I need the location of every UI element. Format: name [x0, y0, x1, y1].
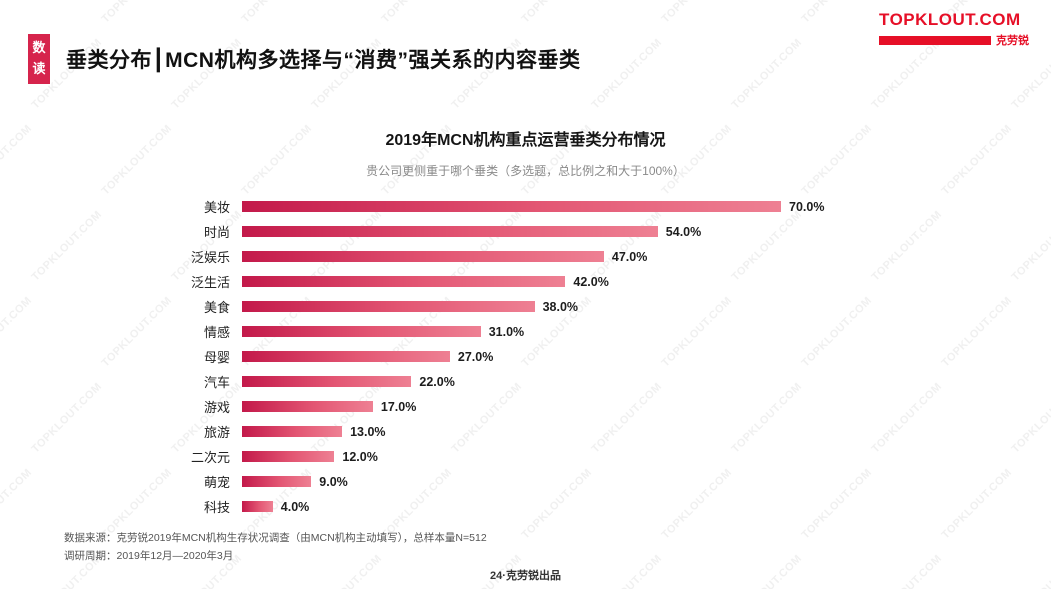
- value-label: 17.0%: [380, 399, 417, 414]
- bar: [242, 351, 450, 362]
- category-label: 游戏: [203, 400, 230, 415]
- bar-chart: 美妆 70.0% 时尚 54.0% 泛娱乐 47.0% 泛生活 42.0% 美食 38.0% 情感 3…: [70, 194, 824, 519]
- value-label: 54.0%: [665, 224, 702, 239]
- data-reading-badge: 数读: [28, 34, 50, 84]
- category-label: 旅游: [203, 425, 230, 440]
- page-title: 垂类分布┃MCN机构多选择与“消费”强关系的内容垂类: [66, 48, 581, 72]
- chart-subtitle: 贵公司更侧重于哪个垂类（多选题，总比例之和大于100%）: [366, 164, 685, 178]
- brand-tagline: 克劳锐: [879, 32, 1029, 48]
- header: 数读 垂类分布┃MCN机构多选择与“消费”强关系的内容垂类: [28, 34, 580, 84]
- bar: [242, 376, 412, 387]
- value-label: 38.0%: [542, 299, 579, 314]
- value-label: 4.0%: [280, 499, 310, 514]
- category-label: 泛生活: [190, 275, 230, 290]
- footer-source: 数据来源：克劳锐2019年MCN机构生存状况调查（由MCN机构主动填写），总样本…: [64, 530, 487, 565]
- bar-row: 科技 4.0%: [70, 494, 824, 519]
- bar-row: 萌宠 9.0%: [70, 469, 824, 494]
- value-label: 13.0%: [350, 424, 386, 439]
- bar-row: 汽车 22.0%: [70, 369, 824, 394]
- category-label: 泛娱乐: [190, 250, 230, 265]
- category-label: 汽车: [203, 375, 230, 390]
- category-label: 情感: [203, 325, 230, 340]
- badge-label: 数读: [32, 40, 46, 76]
- category-label: 科技: [203, 500, 230, 515]
- value-label: 31.0%: [488, 324, 525, 339]
- bar: [242, 251, 604, 262]
- brand-logo-text: TOPKLOUT.COM: [879, 10, 1021, 29]
- bar: [242, 476, 312, 487]
- survey-period-line: 调研周期：2019年12月—2020年3月: [64, 549, 234, 562]
- bar-row: 游戏 17.0%: [70, 394, 824, 419]
- category-label: 二次元: [190, 450, 230, 465]
- bar-row: 二次元 12.0%: [70, 444, 824, 469]
- value-label: 70.0%: [789, 199, 825, 214]
- value-label: 42.0%: [573, 274, 609, 289]
- bar-row: 美食 38.0%: [70, 294, 824, 319]
- bar: [242, 426, 343, 437]
- chart-title: 2019年MCN机构重点运营垂类分布情况: [385, 132, 666, 149]
- bar-row: 情感 31.0%: [70, 319, 824, 344]
- value-label: 22.0%: [419, 374, 455, 389]
- brand-name-cn: 克劳锐: [996, 35, 1029, 47]
- bar: [242, 451, 335, 462]
- bar: [242, 226, 658, 237]
- bar: [242, 501, 273, 512]
- value-label: 47.0%: [611, 249, 648, 264]
- value-label: 27.0%: [457, 349, 494, 364]
- category-label: 美食: [203, 300, 230, 315]
- page-number: 24·克劳锐出品: [490, 570, 561, 582]
- brand-logo: TOPKLOUT.COM 克劳锐: [879, 10, 1029, 48]
- bar-row: 母婴 27.0%: [70, 344, 824, 369]
- category-label: 时尚: [203, 225, 230, 240]
- bar: [242, 276, 566, 287]
- bar: [242, 201, 781, 212]
- data-source-line: 数据来源：克劳锐2019年MCN机构生存状况调查（由MCN机构主动填写），总样本…: [64, 532, 487, 545]
- value-label: 12.0%: [342, 449, 378, 464]
- category-label: 萌宠: [203, 475, 230, 490]
- bar: [242, 401, 373, 412]
- bar-row: 美妆 70.0%: [70, 194, 824, 219]
- bar-row: 泛生活 42.0%: [70, 269, 824, 294]
- bar-row: 时尚 54.0%: [70, 219, 824, 244]
- brand-strip: [879, 35, 991, 45]
- bar-row: 旅游 13.0%: [70, 419, 824, 444]
- bar-row: 泛娱乐 47.0%: [70, 244, 824, 269]
- category-label: 美妆: [203, 200, 230, 215]
- bar: [242, 301, 535, 312]
- category-label: 母婴: [203, 350, 230, 365]
- value-label: 9.0%: [319, 474, 348, 489]
- bar: [242, 326, 481, 337]
